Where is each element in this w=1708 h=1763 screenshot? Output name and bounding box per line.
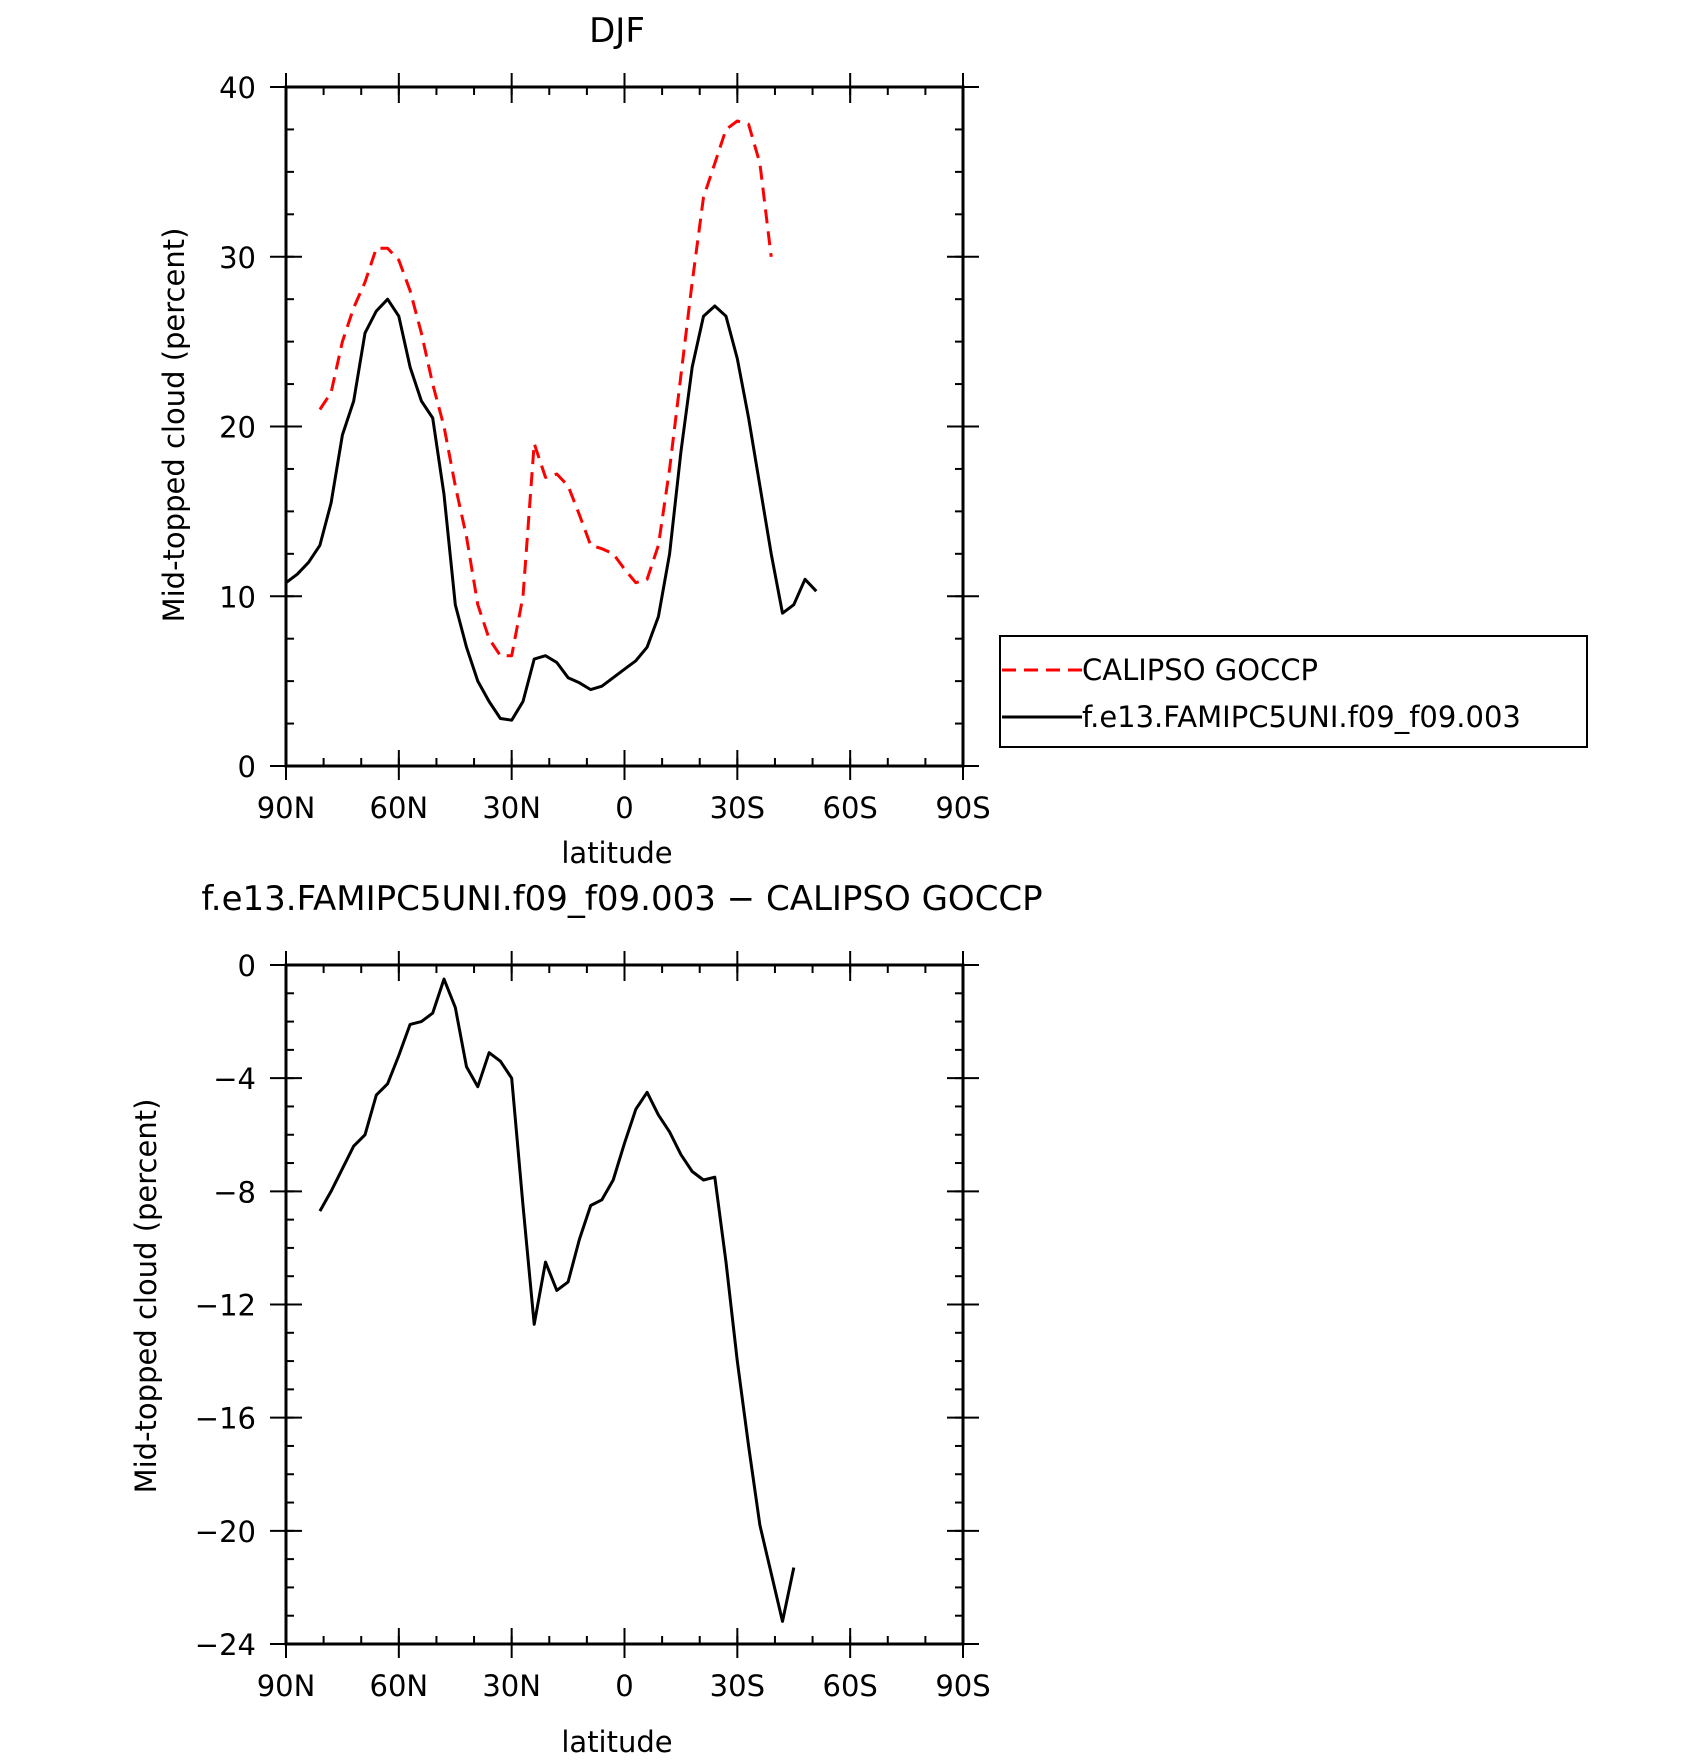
bottom-plot-area: 90N 60N 30N 0 30S 60S 90S 0 −4 −8 −12 −16 −20 −24 (195, 949, 991, 1703)
top-panel-title: DJF (589, 11, 645, 51)
bottom-panel: f.e13.FAMIPC5UNI.f09_f09.003 − CALIPSO G… (129, 879, 1043, 1759)
y-tick-label: 0 (238, 750, 256, 784)
x-tick-label: 90S (935, 791, 990, 825)
bottom-panel-ylabel: Mid-topped cloud (percent) (129, 1099, 163, 1494)
legend-label-model: f.e13.FAMIPC5UNI.f09_f09.003 (1082, 700, 1521, 734)
y-tick-label: 40 (219, 71, 256, 105)
y-tick-label: −20 (195, 1515, 256, 1549)
x-tick-label: 60S (823, 791, 878, 825)
series-line-0 (318, 977, 796, 1623)
series-line-0 (318, 119, 773, 658)
x-tick-label: 90S (935, 1669, 990, 1703)
x-tick-label: 0 (615, 791, 633, 825)
bottom-panel-title: f.e13.FAMIPC5UNI.f09_f09.003 − CALIPSO G… (201, 879, 1042, 919)
legend-box (999, 635, 1588, 748)
plot-frame (284, 85, 965, 768)
y-tick-label: 30 (219, 241, 256, 275)
x-tick-label: 60N (370, 1669, 429, 1703)
top-panel-legend: CALIPSO GOCCP f.e13.FAMIPC5UNI.f09_f09.0… (999, 635, 1588, 748)
x-tick-label: 60S (823, 1669, 878, 1703)
y-tick-label: 0 (238, 949, 256, 983)
y-tick-label: −4 (213, 1062, 256, 1096)
x-tick-label: 30S (710, 1669, 765, 1703)
top-panel: DJF Mid-topped cloud (percent) latitude … (157, 11, 1588, 870)
x-tick-label: 30N (482, 791, 541, 825)
top-plot-area: 90N 60N 30N 0 30S 60S 90S 0 10 20 30 40 (219, 71, 991, 825)
plot-frame (284, 963, 965, 1646)
x-tick-label: 90N (257, 791, 316, 825)
legend-label-calipso: CALIPSO GOCCP (1082, 653, 1318, 687)
bottom-panel-xlabel: latitude (561, 1725, 672, 1759)
y-tick-label: −16 (195, 1402, 256, 1436)
y-tick-label: −8 (213, 1175, 256, 1209)
y-tick-label: 20 (219, 411, 256, 445)
y-tick-label: 10 (219, 580, 256, 614)
x-tick-label: 0 (615, 1669, 633, 1703)
x-tick-label: 30S (710, 791, 765, 825)
x-tick-label: 90N (257, 1669, 316, 1703)
series-line-1 (285, 297, 818, 722)
y-tick-label: −24 (195, 1628, 256, 1662)
y-tick-label: −12 (195, 1289, 256, 1323)
x-tick-label: 30N (482, 1669, 541, 1703)
top-panel-xlabel: latitude (561, 836, 672, 870)
x-tick-label: 60N (370, 791, 429, 825)
top-panel-ylabel: Mid-topped cloud (percent) (157, 228, 191, 623)
